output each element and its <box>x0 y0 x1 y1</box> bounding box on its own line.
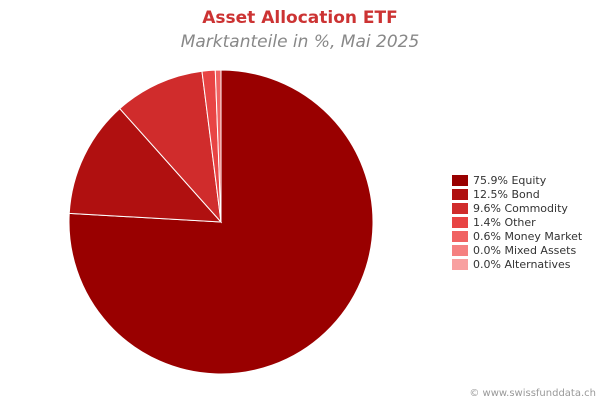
legend-name: Bond <box>511 188 539 201</box>
legend-name: Alternatives <box>504 258 570 271</box>
legend-label: 1.4% Other <box>473 216 536 229</box>
legend-label: 0.6% Money Market <box>473 230 583 243</box>
chart-title: Asset Allocation ETF <box>202 8 397 28</box>
legend-value: 0.0% <box>473 258 501 271</box>
legend-value: 0.6% <box>473 230 501 243</box>
source: © www.swissfunddata.ch <box>469 388 596 399</box>
legend-name: Mixed Assets <box>504 244 576 257</box>
pie-slice <box>68 69 374 375</box>
legend-swatch <box>452 217 468 228</box>
pie-slice <box>68 107 223 223</box>
legend-swatch <box>452 245 468 256</box>
legend-name: Other <box>504 216 536 229</box>
legend-swatch <box>452 189 468 200</box>
legend-swatch <box>452 231 468 242</box>
legend-label: 9.6% Commodity <box>473 202 568 215</box>
legend-value: 1.4% <box>473 216 501 229</box>
pie-slice <box>119 70 222 224</box>
legend-label: 0.0% Alternatives <box>473 258 571 271</box>
legend-value: 9.6% <box>473 202 501 215</box>
legend-value: 12.5% <box>473 188 508 201</box>
legend-swatch <box>452 259 468 270</box>
legend-name: Equity <box>511 174 546 187</box>
legend-value: 0.0% <box>473 244 501 257</box>
legend-swatch <box>452 203 468 214</box>
legend-name: Money Market <box>504 230 582 243</box>
legend-name: Commodity <box>504 202 568 215</box>
legend-label: 12.5% Bond <box>473 188 540 201</box>
legend-label: 75.9% Equity <box>473 174 547 187</box>
legend-swatch <box>452 175 468 186</box>
legend-value: 75.9% <box>473 174 508 187</box>
legend-label: 0.0% Mixed Assets <box>473 244 576 257</box>
chart-subtitle: Marktanteile in %, Mai 2025 <box>181 32 420 52</box>
